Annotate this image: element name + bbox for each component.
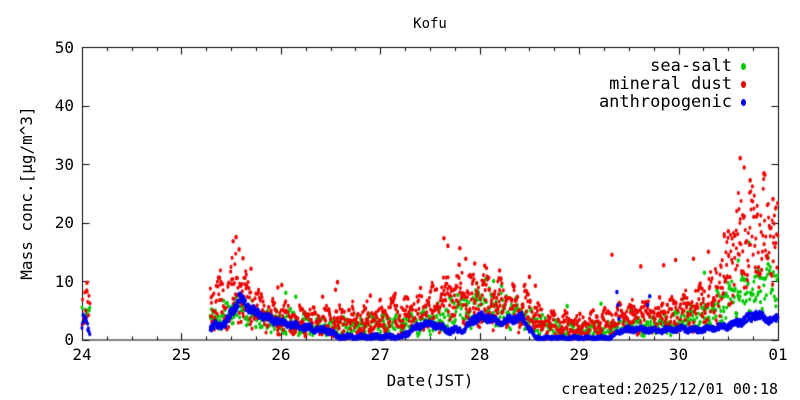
legend-label: sea-salt xyxy=(650,56,732,76)
legend-item-anthropogenic: anthropogenic xyxy=(599,93,746,111)
legend-marker-icon xyxy=(741,80,746,88)
legend-item-mineral-dust: mineral dust xyxy=(599,75,746,93)
x-tick-label: 29 xyxy=(569,345,589,364)
x-axis-label: Date(JST) xyxy=(386,371,474,390)
x-tick-label: 28 xyxy=(470,345,490,364)
x-tick-label: 30 xyxy=(668,345,689,364)
legend-marker-icon xyxy=(741,62,746,70)
x-tick-label: 27 xyxy=(370,345,390,364)
x-tick-label: 24 xyxy=(72,345,92,364)
created-timestamp: created:2025/12/01 00:18 xyxy=(561,380,778,398)
x-tick-label: 01 xyxy=(768,345,788,364)
y-tick-label: 50 xyxy=(54,37,74,57)
legend-item-sea-salt: sea-salt xyxy=(599,57,746,75)
x-tick-label: 25 xyxy=(171,345,192,364)
chart-title: Kofu xyxy=(413,16,447,32)
y-axis-label: Mass conc.[μg/m^3] xyxy=(17,106,36,280)
y-tick-label: 30 xyxy=(54,154,74,174)
y-tick-label: 0 xyxy=(64,330,74,349)
legend: sea-salt mineral dust anthropogenic xyxy=(599,57,746,111)
x-tick-label: 26 xyxy=(271,345,291,364)
y-tick-label: 10 xyxy=(54,271,74,291)
y-tick-label: 40 xyxy=(54,96,74,115)
legend-marker-icon xyxy=(741,98,746,106)
legend-label: anthropogenic xyxy=(598,92,732,112)
y-tick-label: 20 xyxy=(54,213,74,232)
legend-label: mineral dust xyxy=(609,74,732,94)
